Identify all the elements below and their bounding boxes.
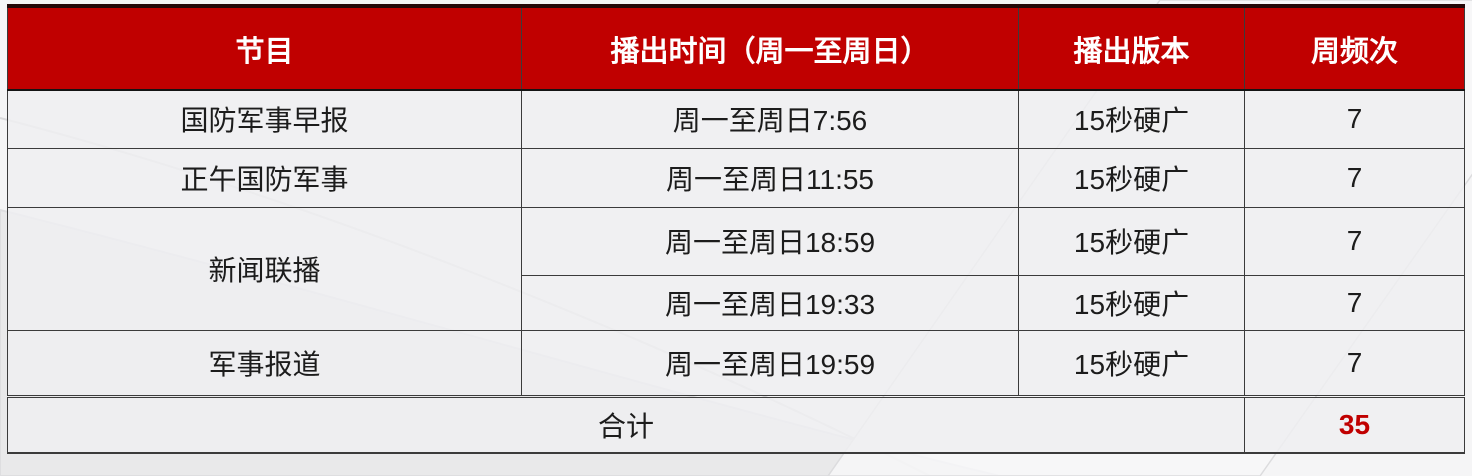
total-label-cell: 合计 — [7, 394, 1245, 454]
cell-frequency: 7 — [1244, 274, 1465, 331]
cell-frequency: 7 — [1244, 206, 1465, 276]
cell-time: 周一至周日7:56 — [521, 89, 1019, 149]
cell-program: 军事报道 — [7, 329, 522, 397]
header-cell-frequency: 周频次 — [1244, 4, 1465, 91]
table-row: 新闻联播 周一至周日18:59 15秒硬广 7 — [7, 206, 1465, 331]
cell-program: 正午国防军事 — [7, 147, 522, 208]
table-row: 周一至周日19:33 15秒硬广 7 — [8, 274, 1465, 331]
cell-frequency: 7 — [1244, 329, 1465, 397]
header-cell-time: 播出时间（周一至周日） — [521, 4, 1019, 91]
table-row: 国防军事早报 周一至周日7:56 15秒硬广 7 — [7, 89, 1465, 149]
cell-time: 周一至周日18:59 — [521, 206, 1019, 276]
cell-version: 15秒硬广 — [1018, 89, 1245, 149]
table-row: 军事报道 周一至周日19:59 15秒硬广 7 — [7, 329, 1465, 397]
cell-version: 15秒硬广 — [1018, 329, 1245, 397]
table-row: 正午国防军事 周一至周日11:55 15秒硬广 7 — [7, 147, 1465, 208]
cell-time: 周一至周日19:59 — [521, 329, 1019, 397]
header-cell-program: 节目 — [7, 4, 522, 91]
cell-version: 15秒硬广 — [1018, 274, 1245, 331]
cell-frequency: 7 — [1244, 89, 1465, 149]
cell-version: 15秒硬广 — [1018, 206, 1245, 276]
header-row: 节目 播出时间（周一至周日） 播出版本 周频次 — [7, 4, 1465, 91]
cell-time: 周一至周日19:33 — [521, 274, 1019, 331]
total-value-cell: 35 — [1244, 394, 1465, 454]
cell-version: 15秒硬广 — [1018, 147, 1245, 208]
cell-time: 周一至周日11:55 — [521, 147, 1019, 208]
header-cell-version: 播出版本 — [1018, 4, 1245, 91]
cell-program: 国防军事早报 — [7, 89, 522, 149]
cell-program-merged: 新闻联播 — [7, 206, 522, 331]
total-row: 合计 35 — [7, 394, 1465, 454]
broadcast-schedule-table: 节目 播出时间（周一至周日） 播出版本 周频次 国防军事早报 周一至周日7:56… — [7, 4, 1465, 454]
cell-frequency: 7 — [1244, 147, 1465, 208]
